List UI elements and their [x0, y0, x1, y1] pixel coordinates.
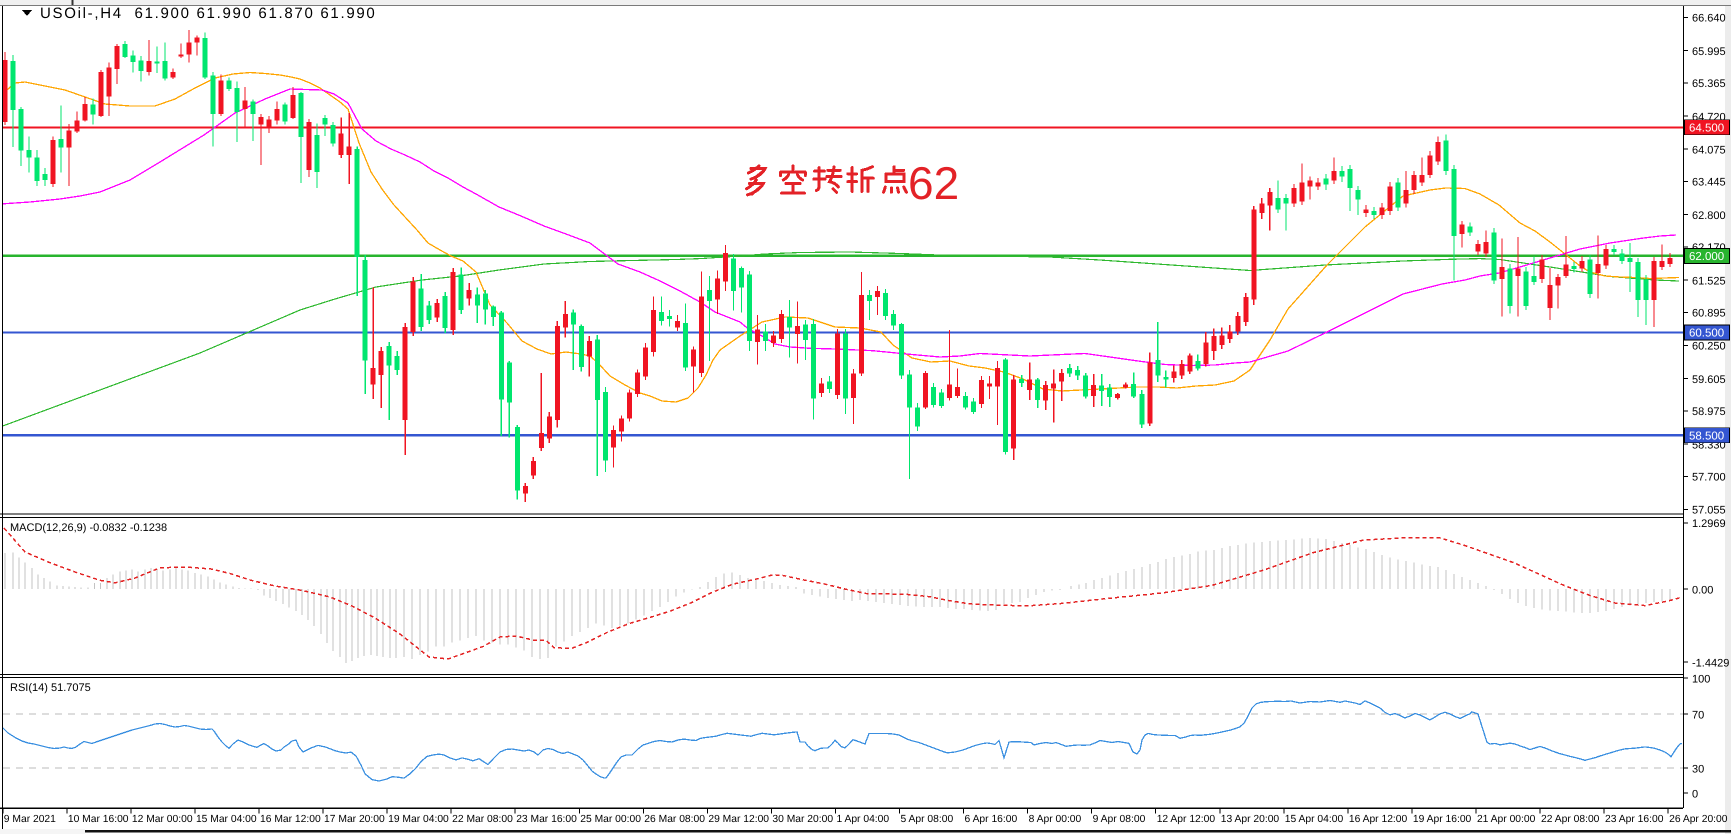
svg-text:62.000: 62.000 [1689, 251, 1724, 263]
svg-text:30 Mar 20:00: 30 Mar 20:00 [772, 814, 833, 825]
svg-text:-1.4429: -1.4429 [1692, 657, 1729, 669]
svg-text:0.00: 0.00 [1692, 584, 1713, 596]
svg-text:10 Mar 16:00: 10 Mar 16:00 [68, 814, 129, 825]
svg-text:19 Mar 04:00: 19 Mar 04:00 [388, 814, 449, 825]
svg-text:1 Apr 04:00: 1 Apr 04:00 [836, 814, 889, 825]
svg-text:16 Apr 12:00: 16 Apr 12:00 [1349, 814, 1408, 825]
svg-text:62: 62 [908, 157, 959, 209]
svg-text:59.605: 59.605 [1692, 374, 1726, 386]
svg-text:57.055: 57.055 [1692, 505, 1726, 517]
svg-text:1.2969: 1.2969 [1692, 518, 1726, 530]
svg-text:USOil-,H4 61.900 61.990 61.87: USOil-,H4 61.900 61.990 61.870 61.990 [40, 5, 376, 22]
svg-text:64.075: 64.075 [1692, 144, 1726, 156]
svg-text:RSI(14) 51.7075: RSI(14) 51.7075 [10, 682, 91, 694]
svg-text:22 Mar 08:00: 22 Mar 08:00 [452, 814, 513, 825]
svg-text:22 Apr 08:00: 22 Apr 08:00 [1541, 814, 1600, 825]
svg-text:8 Apr 00:00: 8 Apr 00:00 [1029, 814, 1082, 825]
svg-text:13 Apr 20:00: 13 Apr 20:00 [1221, 814, 1280, 825]
svg-text:100: 100 [1692, 673, 1710, 685]
svg-text:66.640: 66.640 [1692, 13, 1726, 25]
svg-text:64.500: 64.500 [1689, 122, 1724, 134]
svg-text:60.250: 60.250 [1692, 341, 1726, 353]
svg-text:63.445: 63.445 [1692, 177, 1726, 189]
svg-text:9 Mar 2021: 9 Mar 2021 [4, 814, 56, 825]
svg-text:23 Apr 16:00: 23 Apr 16:00 [1605, 814, 1664, 825]
svg-text:21 Apr 00:00: 21 Apr 00:00 [1477, 814, 1536, 825]
svg-text:15 Apr 04:00: 15 Apr 04:00 [1285, 814, 1344, 825]
svg-text:70: 70 [1692, 709, 1704, 721]
svg-text:19 Apr 16:00: 19 Apr 16:00 [1413, 814, 1472, 825]
svg-text:12 Apr 12:00: 12 Apr 12:00 [1157, 814, 1216, 825]
svg-text:16 Mar 12:00: 16 Mar 12:00 [260, 814, 321, 825]
svg-text:17 Mar 20:00: 17 Mar 20:00 [324, 814, 385, 825]
svg-text:9 Apr 08:00: 9 Apr 08:00 [1093, 814, 1146, 825]
svg-text:12 Mar 00:00: 12 Mar 00:00 [132, 814, 193, 825]
svg-text:MACD(12,26,9) -0.0832 -0.1238: MACD(12,26,9) -0.0832 -0.1238 [10, 522, 167, 534]
svg-text:65.995: 65.995 [1692, 46, 1726, 58]
svg-text:30: 30 [1692, 763, 1704, 775]
svg-text:26 Apr 20:00: 26 Apr 20:00 [1669, 814, 1728, 825]
svg-text:26 Mar 08:00: 26 Mar 08:00 [644, 814, 705, 825]
svg-text:61.525: 61.525 [1692, 275, 1726, 287]
svg-text:58.975: 58.975 [1692, 406, 1726, 418]
svg-text:15 Mar 04:00: 15 Mar 04:00 [196, 814, 257, 825]
svg-text:60.895: 60.895 [1692, 308, 1726, 320]
svg-text:60.500: 60.500 [1689, 328, 1724, 340]
svg-text:23 Mar 16:00: 23 Mar 16:00 [516, 814, 577, 825]
svg-text:6 Apr 16:00: 6 Apr 16:00 [965, 814, 1018, 825]
svg-text:62.800: 62.800 [1692, 210, 1726, 222]
svg-text:5 Apr 08:00: 5 Apr 08:00 [901, 814, 954, 825]
svg-text:0: 0 [1692, 788, 1698, 800]
svg-text:65.365: 65.365 [1692, 78, 1726, 90]
svg-text:58.500: 58.500 [1689, 430, 1724, 442]
svg-text:29 Mar 12:00: 29 Mar 12:00 [708, 814, 769, 825]
svg-text:57.700: 57.700 [1692, 472, 1726, 484]
svg-text:25 Mar 00:00: 25 Mar 00:00 [580, 814, 641, 825]
